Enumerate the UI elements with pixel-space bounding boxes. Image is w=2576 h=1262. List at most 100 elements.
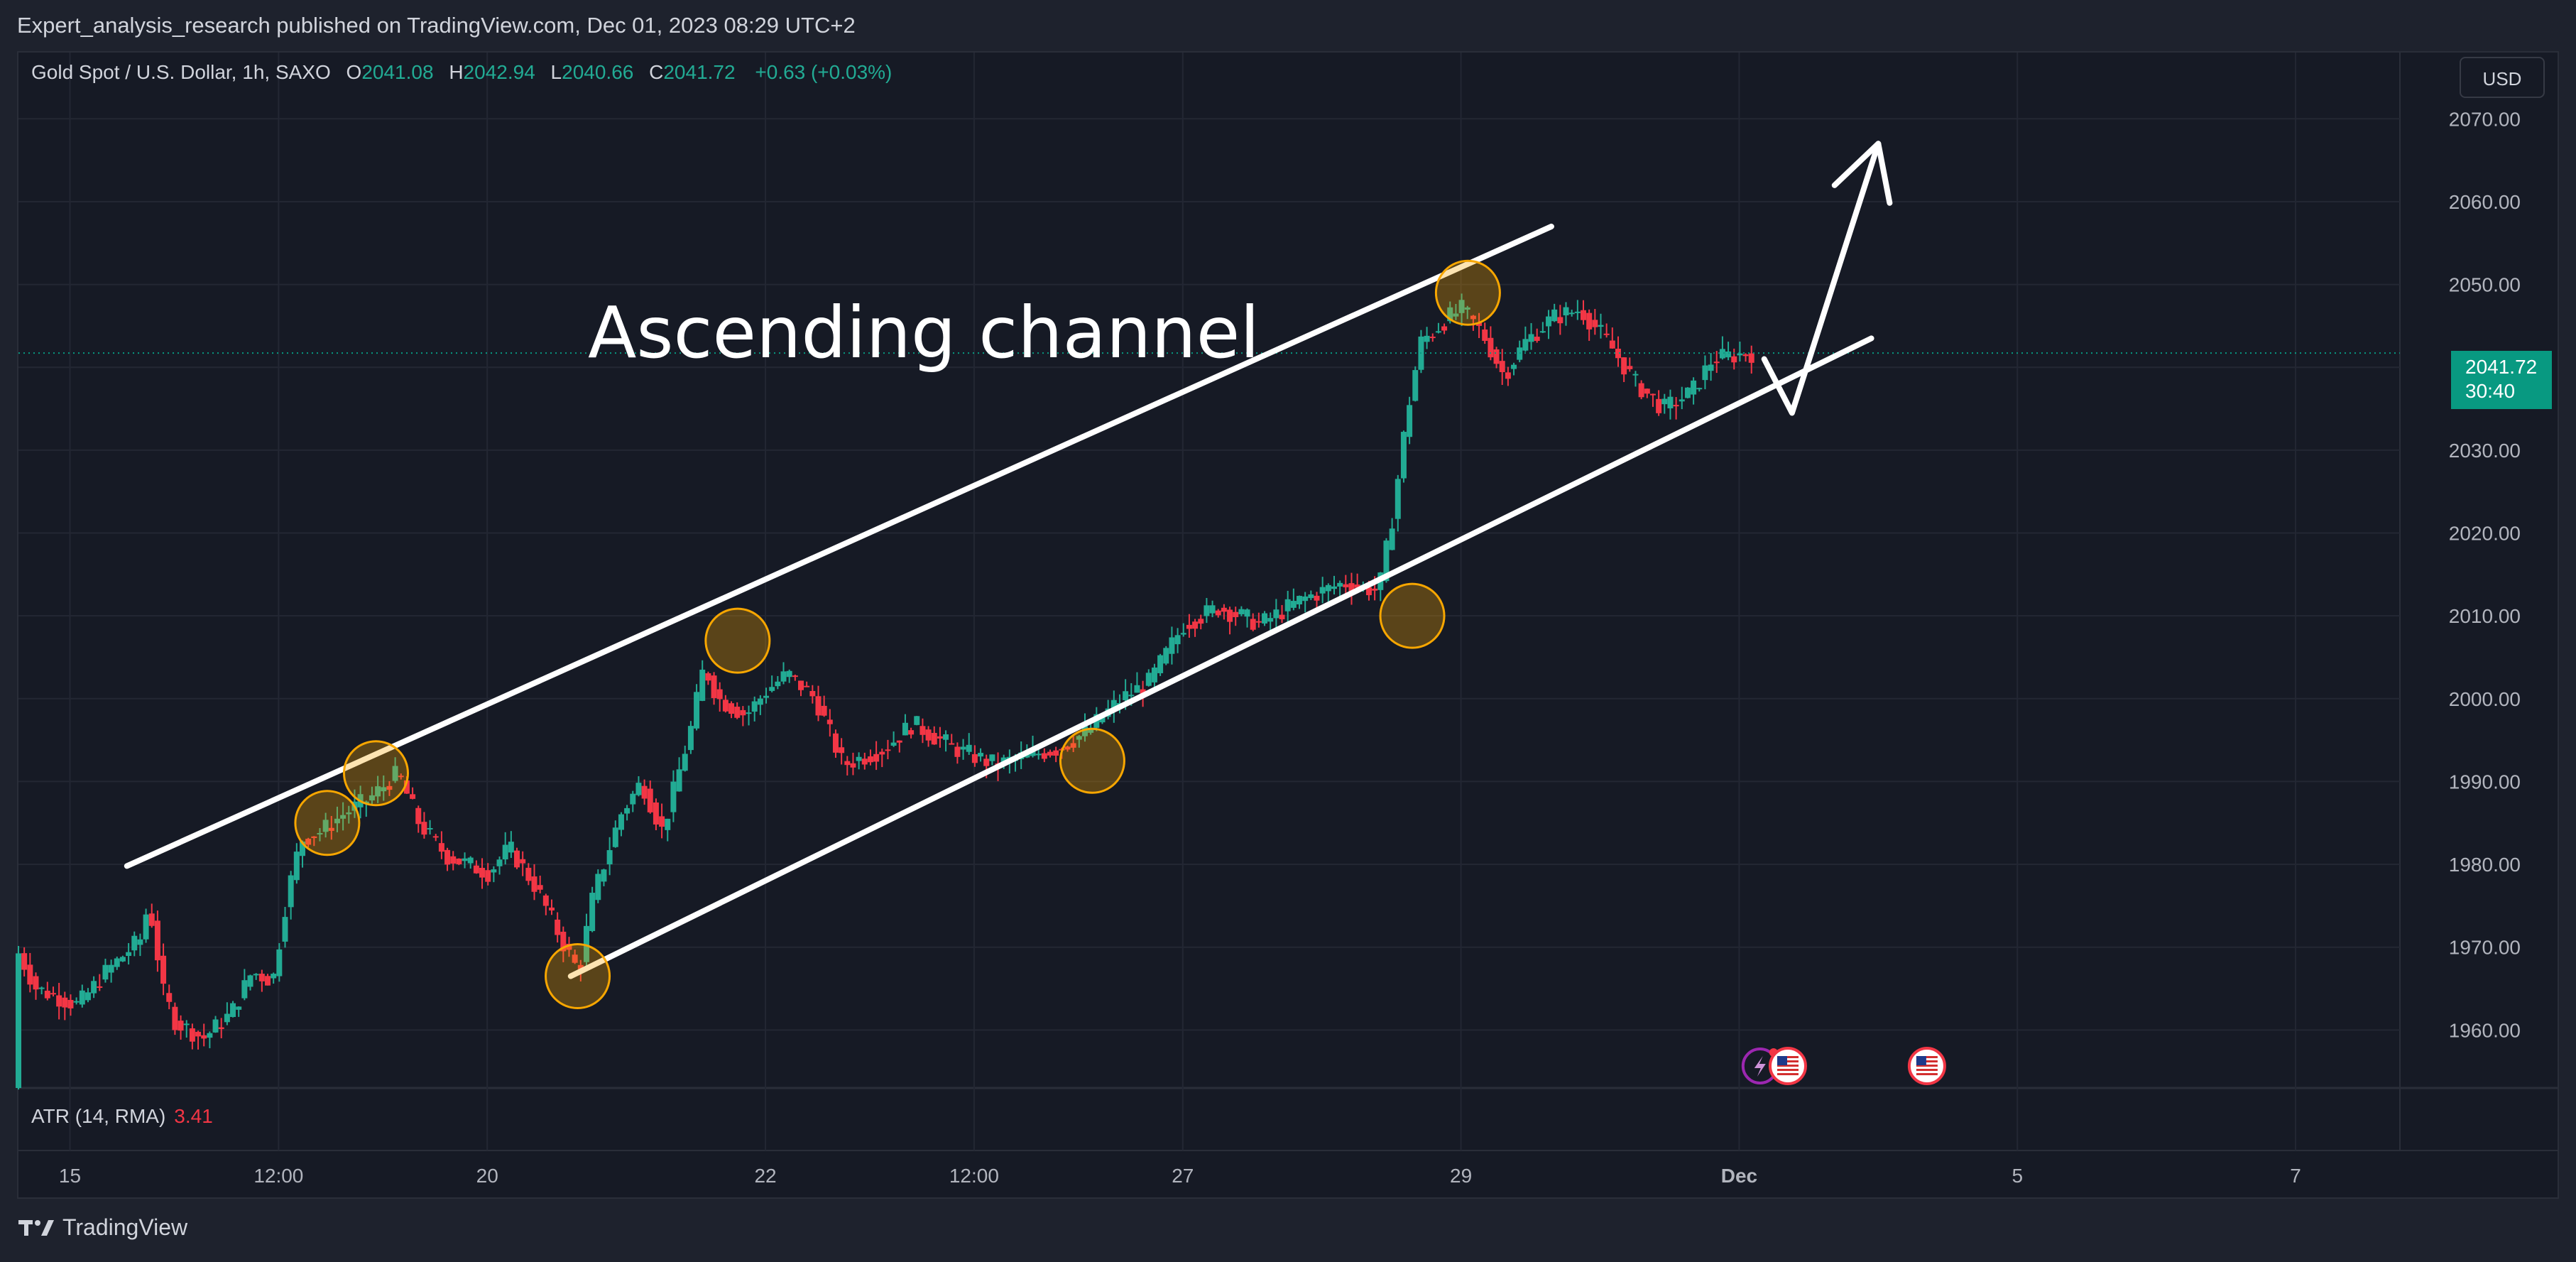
candle-body	[925, 729, 932, 741]
atr-legend[interactable]: ATR (14, RMA) 3.41	[31, 1105, 213, 1128]
candle-body	[340, 815, 346, 819]
projection-arrow	[1761, 141, 1882, 416]
time-tick-label: 22	[754, 1165, 776, 1187]
annotation-ascending-channel: Ascending channel	[588, 291, 1260, 374]
candle-body	[1041, 753, 1047, 759]
candle-body	[212, 1019, 219, 1033]
candle-body	[1238, 609, 1245, 614]
candle-body	[937, 736, 943, 739]
candle-body	[757, 698, 763, 705]
high-value: 2042.94	[463, 61, 535, 83]
candle-body	[1656, 398, 1662, 413]
candle-body	[676, 769, 682, 792]
candle-body	[172, 1006, 178, 1030]
time-tick-label: 5	[2012, 1165, 2023, 1187]
candle-body	[178, 1021, 184, 1031]
candle-body	[769, 687, 775, 691]
candle-body	[218, 1027, 224, 1029]
candle-body	[1174, 635, 1181, 645]
candle-body	[943, 734, 949, 740]
candle-body	[716, 689, 723, 700]
candle-body	[1099, 717, 1106, 723]
candle-body	[508, 842, 514, 853]
candle-body	[978, 753, 984, 757]
candle-body	[1227, 609, 1233, 622]
candle-body	[1476, 322, 1483, 326]
candle-body	[236, 1006, 242, 1010]
price-tick-label: 2050.00	[2449, 274, 2521, 296]
candle-body	[1088, 727, 1094, 733]
tradingview-logo[interactable]: TradingView	[17, 1214, 187, 1241]
candle-body	[1592, 320, 1598, 327]
candle-body	[1325, 584, 1331, 592]
candle-body	[1365, 587, 1372, 596]
candle-body	[479, 867, 486, 878]
price-tick-label: 1980.00	[2449, 854, 2521, 876]
candles	[16, 293, 1754, 1090]
candle-body	[1482, 329, 1488, 341]
candle-body	[1319, 587, 1326, 594]
candle-body	[520, 859, 526, 864]
candle-body	[398, 776, 404, 778]
candle-body	[305, 839, 312, 845]
candle-body	[1145, 673, 1152, 686]
candle-body	[514, 850, 520, 868]
candle-body	[1412, 370, 1419, 401]
candle-body	[189, 1028, 195, 1042]
candle-body	[201, 1035, 207, 1039]
candle-body	[375, 786, 381, 797]
flag-stripe	[1916, 1056, 1938, 1058]
touch-point-marker	[545, 943, 611, 1010]
candle-body	[496, 859, 503, 866]
candle-body	[1615, 348, 1621, 359]
candle-body	[1742, 354, 1749, 357]
price-tick-label: 1970.00	[2449, 937, 2521, 959]
candle-body	[1297, 596, 1303, 605]
candle-body	[682, 754, 688, 771]
candle-body	[73, 1001, 80, 1003]
candle-body	[839, 747, 845, 754]
candle-body	[265, 976, 271, 986]
candle-body	[1696, 388, 1703, 390]
candle-body	[311, 836, 317, 839]
flag-canton	[1916, 1056, 1926, 1065]
candle-body	[786, 670, 792, 678]
candle-body	[653, 802, 659, 825]
symbol-name[interactable]: Gold Spot / U.S. Dollar, 1h, SAXO	[31, 61, 331, 83]
candle-body	[1447, 307, 1453, 322]
last-price-label: 2041.72 30:40	[2451, 351, 2552, 409]
time-tick-label: Dec	[1721, 1165, 1757, 1187]
candle-body	[751, 701, 758, 712]
candle-body	[148, 913, 155, 926]
candle-body	[630, 793, 636, 805]
candle-body	[1035, 754, 1042, 756]
candle-body	[659, 816, 665, 827]
candle-body	[1493, 349, 1500, 364]
candle-body	[1499, 361, 1505, 372]
candle-body	[1134, 685, 1140, 693]
candle-body	[1546, 316, 1552, 327]
candle-body	[1568, 312, 1575, 315]
candle-body	[21, 953, 28, 970]
candle-body	[415, 807, 422, 825]
candle-body	[1314, 595, 1320, 601]
price-tick-label: 2020.00	[2449, 523, 2521, 545]
candle-body	[38, 987, 45, 989]
candle-body	[1435, 331, 1441, 333]
candle-body	[577, 964, 584, 969]
candle-body	[62, 997, 68, 1008]
candle-body	[1661, 398, 1668, 405]
candle-body	[1343, 584, 1349, 587]
open-value: 2041.08	[361, 61, 434, 83]
flag-canton	[1777, 1056, 1787, 1065]
candle-body	[334, 818, 340, 824]
candle-body	[589, 893, 596, 931]
currency-button[interactable]: USD	[2460, 57, 2545, 98]
candle-body	[1400, 432, 1407, 479]
candle-body	[1528, 334, 1534, 342]
candle-body	[1539, 331, 1546, 333]
candle-body	[207, 1033, 213, 1038]
candle-body	[734, 707, 741, 718]
candle-body	[896, 740, 902, 743]
